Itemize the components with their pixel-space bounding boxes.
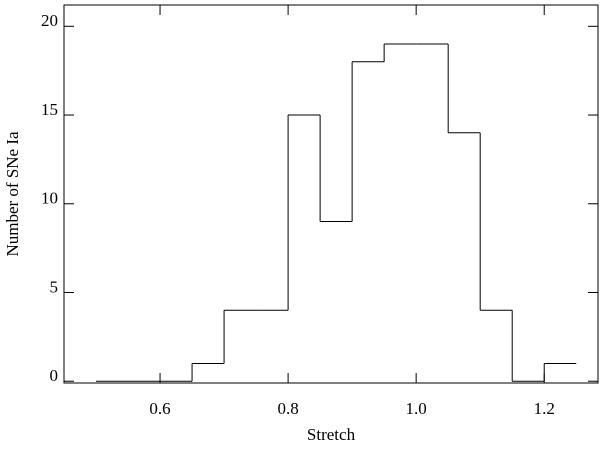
y-tick-label: 20 — [41, 11, 58, 30]
x-tick-label: 0.6 — [149, 399, 170, 418]
y-tick-label: 0 — [50, 366, 59, 385]
x-tick-label: 1.0 — [406, 399, 427, 418]
y-tick-label: 5 — [50, 277, 59, 296]
y-axis-label: Number of SNe Ia — [3, 131, 22, 257]
y-tick-label: 15 — [41, 100, 58, 119]
plot-frame — [63, 4, 599, 384]
x-tick-label: 0.8 — [277, 399, 298, 418]
x-axis-label: Stretch — [307, 425, 356, 444]
y-tick-label: 10 — [41, 189, 58, 208]
x-tick-label: 1.2 — [534, 399, 555, 418]
